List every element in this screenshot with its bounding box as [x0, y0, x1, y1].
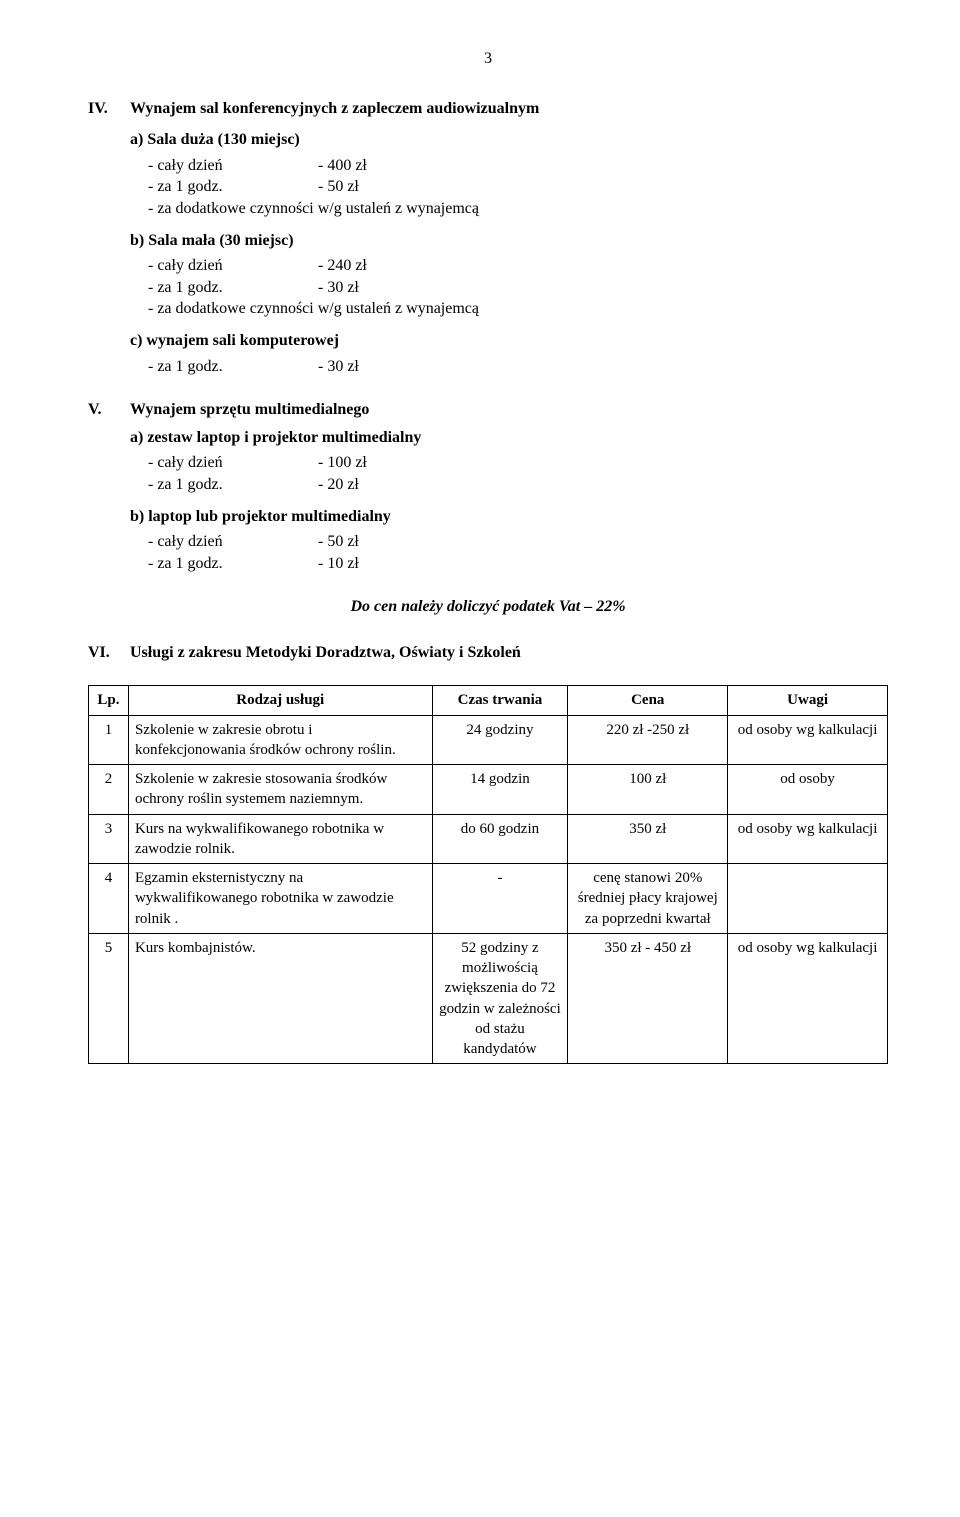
section-vi: VI. Usługi z zakresu Metodyki Doradztwa,…: [88, 642, 888, 664]
section-iv: IV. Wynajem sal konferencyjnych z zaplec…: [88, 98, 888, 378]
td-notes: od osoby: [728, 765, 888, 815]
line-right: - 50 zł: [318, 176, 888, 198]
section-vi-heading: VI. Usługi z zakresu Metodyki Doradztwa,…: [88, 642, 888, 664]
section-vi-roman: VI.: [88, 642, 130, 664]
section-v-a-label: a) zestaw laptop i projektor multimedial…: [130, 427, 888, 449]
line-right: - 30 zł: [318, 277, 888, 299]
table-header-row: Lp. Rodzaj usługi Czas trwania Cena Uwag…: [89, 686, 888, 715]
section-iv-c-label: c) wynajem sali komputerowej: [130, 330, 888, 352]
line-left: - za 1 godz.: [148, 277, 318, 299]
section-iv-roman: IV.: [88, 98, 130, 120]
section-v-a: a) zestaw laptop i projektor multimedial…: [130, 427, 888, 496]
line-left: - za 1 godz.: [148, 176, 318, 198]
line-right: - 30 zł: [318, 356, 888, 378]
section-v-b-line1: - cały dzień - 50 zł: [148, 531, 888, 553]
line-left: - cały dzień: [148, 255, 318, 277]
line-right: - 100 zł: [318, 452, 888, 474]
th-price: Cena: [568, 686, 728, 715]
th-service: Rodzaj usługi: [128, 686, 432, 715]
td-price: 220 zł -250 zł: [568, 715, 728, 765]
table-row: 3 Kurs na wykwalifikowanego robotnika w …: [89, 814, 888, 864]
section-v-roman: V.: [88, 399, 130, 421]
services-table: Lp. Rodzaj usługi Czas trwania Cena Uwag…: [88, 685, 888, 1064]
section-v-a-line2: - za 1 godz. - 20 zł: [148, 474, 888, 496]
td-time: -: [432, 864, 568, 934]
td-lp: 4: [89, 864, 129, 934]
th-lp: Lp.: [89, 686, 129, 715]
section-iv-title: Wynajem sal konferencyjnych z zapleczem …: [130, 98, 888, 120]
line-left: - za 1 godz.: [148, 553, 318, 575]
line-left: - cały dzień: [148, 531, 318, 553]
section-iv-b-line3: - za dodatkowe czynności w/g ustaleń z w…: [148, 298, 888, 320]
section-v-b-label: b) laptop lub projektor multimedialny: [130, 506, 888, 528]
section-iv-b-line2: - za 1 godz. - 30 zł: [148, 277, 888, 299]
td-notes: [728, 864, 888, 934]
section-iv-a-line2: - za 1 godz. - 50 zł: [148, 176, 888, 198]
section-v-title: Wynajem sprzętu multimedialnego: [130, 399, 888, 421]
section-iv-c: c) wynajem sali komputerowej - za 1 godz…: [130, 330, 888, 377]
line-right: - 400 zł: [318, 155, 888, 177]
td-lp: 1: [89, 715, 129, 765]
table-row: 4 Egzamin eksternistyczny na wykwalifiko…: [89, 864, 888, 934]
line-left: - cały dzień: [148, 155, 318, 177]
section-v-a-line1: - cały dzień - 100 zł: [148, 452, 888, 474]
th-time: Czas trwania: [432, 686, 568, 715]
section-v-b: b) laptop lub projektor multimedialny - …: [130, 506, 888, 575]
line-left: - cały dzień: [148, 452, 318, 474]
td-notes: od osoby wg kalkulacji: [728, 715, 888, 765]
td-notes: od osoby wg kalkulacji: [728, 933, 888, 1064]
td-service: Kurs kombajnistów.: [128, 933, 432, 1064]
section-vi-title: Usługi z zakresu Metodyki Doradztwa, Ośw…: [130, 642, 888, 664]
td-service: Egzamin eksternistyczny na wykwalifikowa…: [128, 864, 432, 934]
td-lp: 2: [89, 765, 129, 815]
section-iv-b: b) Sala mała (30 miejsc) - cały dzień - …: [130, 230, 888, 320]
td-lp: 5: [89, 933, 129, 1064]
td-service: Kurs na wykwalifikowanego robotnika w za…: [128, 814, 432, 864]
section-iv-c-line1: - za 1 godz. - 30 zł: [148, 356, 888, 378]
td-price: 350 zł - 450 zł: [568, 933, 728, 1064]
td-time: 24 godziny: [432, 715, 568, 765]
th-notes: Uwagi: [728, 686, 888, 715]
table-row: 5 Kurs kombajnistów. 52 godziny z możliw…: [89, 933, 888, 1064]
section-iv-b-label: b) Sala mała (30 miejsc): [130, 230, 888, 252]
td-price: cenę stanowi 20% średniej płacy krajowej…: [568, 864, 728, 934]
td-lp: 3: [89, 814, 129, 864]
td-service: Szkolenie w zakresie stosowania środków …: [128, 765, 432, 815]
line-right: - 20 zł: [318, 474, 888, 496]
table-row: 1 Szkolenie w zakresie obrotu i konfekcj…: [89, 715, 888, 765]
table-row: 2 Szkolenie w zakresie stosowania środkó…: [89, 765, 888, 815]
section-iv-heading: IV. Wynajem sal konferencyjnych z zaplec…: [88, 98, 888, 120]
td-price: 350 zł: [568, 814, 728, 864]
line-left: - za 1 godz.: [148, 474, 318, 496]
section-iv-a-line3: - za dodatkowe czynności w/g ustaleń z w…: [148, 198, 888, 220]
section-v: V. Wynajem sprzętu multimedialnego a) ze…: [88, 399, 888, 574]
td-time: 14 godzin: [432, 765, 568, 815]
section-iv-a-label: a) Sala duża (130 miejsc): [130, 129, 888, 151]
line-right: - 50 zł: [318, 531, 888, 553]
td-service: Szkolenie w zakresie obrotu i konfekcjon…: [128, 715, 432, 765]
section-iv-a-line1: - cały dzień - 400 zł: [148, 155, 888, 177]
section-v-heading: V. Wynajem sprzętu multimedialnego: [88, 399, 888, 421]
line-left: - za 1 godz.: [148, 356, 318, 378]
td-time: do 60 godzin: [432, 814, 568, 864]
line-right: - 240 zł: [318, 255, 888, 277]
page-number: 3: [88, 48, 888, 70]
section-iv-a: a) Sala duża (130 miejsc) - cały dzień -…: [130, 129, 888, 219]
line-right: - 10 zł: [318, 553, 888, 575]
td-time: 52 godziny z możliwością zwiększenia do …: [432, 933, 568, 1064]
vat-note: Do cen należy doliczyć podatek Vat – 22%: [88, 596, 888, 618]
section-iv-b-line1: - cały dzień - 240 zł: [148, 255, 888, 277]
td-notes: od osoby wg kalkulacji: [728, 814, 888, 864]
section-v-b-line2: - za 1 godz. - 10 zł: [148, 553, 888, 575]
td-price: 100 zł: [568, 765, 728, 815]
